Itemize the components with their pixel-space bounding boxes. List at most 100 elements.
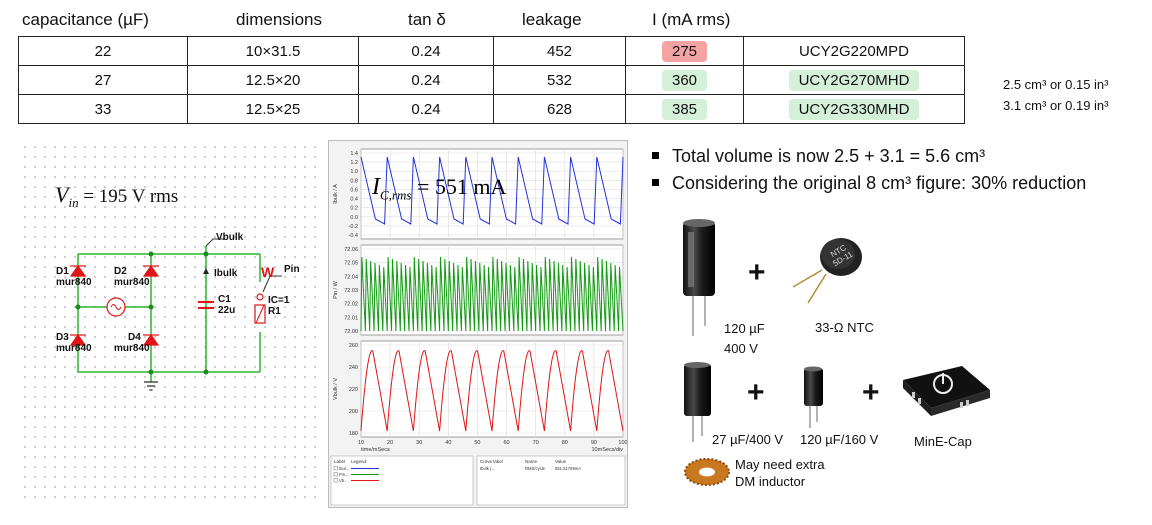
x-div-label: 10mSecs/div — [592, 447, 624, 453]
bullet-total-volume: Total volume is now 2.5 + 3.1 = 5.6 cm³ — [652, 146, 985, 167]
plus-icon: + — [747, 376, 765, 409]
ntc-thermistor-icon — [792, 238, 862, 304]
header-current: I (mA rms) — [652, 10, 731, 29]
header-dimensions: dimensions — [236, 10, 322, 29]
vin-value: = 195 V rms — [83, 186, 179, 207]
r1-label: R1 — [268, 306, 281, 317]
part-number: UCY2G330MHD — [788, 98, 920, 120]
icrms-annotation: IC,rms = 551 mA — [372, 174, 506, 203]
y-tick-label: 72.04 — [344, 274, 358, 280]
plus-icon: + — [862, 376, 880, 409]
cell-current: 360 — [625, 65, 744, 95]
capacitor-table: 22 10×31.5 0.24 452 275 UCY2G220MPD 27 1… — [18, 36, 965, 124]
cell-leakage: 532 — [493, 65, 626, 95]
cap-120uf-160v-label: 120 µF/160 V — [800, 432, 879, 447]
y-tick-label: 200 — [349, 409, 358, 415]
legend-header: Curve label — [480, 459, 503, 464]
waveform-plots: 1.4 1.2 1.0 0.8 0.6 0.4 0.2 0.0 -0.2 -0.4 Ibulk / … — [330, 148, 627, 506]
x-tick-label: 90 — [591, 440, 597, 446]
y-tick-label: 1.2 — [350, 160, 358, 166]
waveform-trace — [360, 350, 624, 432]
electrolytic-capacitor-icon — [684, 362, 711, 442]
measurement-value: Ibulk (... — [480, 466, 495, 471]
x-tick-label: 20 — [387, 440, 393, 446]
cell-current: 275 — [625, 36, 744, 66]
inductor-label: May need extra DM inductor — [735, 457, 825, 489]
legend-header: Value — [555, 459, 567, 464]
y-tick-label: 1.0 — [350, 169, 358, 175]
cell-tan: 0.24 — [358, 94, 494, 124]
legend-item: Vb... — [339, 478, 348, 483]
legend-checkbox — [333, 466, 338, 471]
measurement-value: RMS/cycle — [525, 466, 546, 471]
y-tick-label: 72.01 — [344, 315, 358, 321]
bullet-icon — [652, 151, 659, 159]
pin-label: Pin — [284, 264, 300, 275]
legend-header: Label — [334, 459, 345, 464]
y-tick-label: 0.6 — [350, 187, 358, 193]
d3-label: D3 mur840 — [56, 332, 92, 354]
waveform-trace — [360, 256, 624, 332]
measurement-panel — [476, 455, 626, 506]
table-row: 22 10×31.5 0.24 452 275 UCY2G220MPD — [18, 36, 965, 66]
toroid-inductor-icon — [684, 458, 730, 486]
header-leakage: leakage — [522, 10, 582, 29]
waveform-trace — [360, 156, 624, 225]
schematic-circuit — [69, 238, 282, 391]
y-tick-label: 72.02 — [344, 302, 358, 308]
electrolytic-capacitor-icon — [804, 366, 823, 428]
d2-label: D2 mur840 — [114, 266, 150, 288]
legend-checkbox — [333, 478, 338, 483]
mine-cap-label: MinE-Cap — [914, 434, 972, 449]
y-tick-label: 0.8 — [350, 178, 358, 184]
cell-part: UCY2G330MHD — [743, 94, 965, 124]
y-tick-label: 0.2 — [350, 206, 358, 212]
current-probe-icon — [203, 268, 209, 274]
current-highlight: 360 — [661, 69, 708, 91]
vin-symbol: V — [55, 182, 69, 207]
bullet-reduction: Considering the original 8 cm³ figure: 3… — [652, 173, 1086, 194]
plus-icon: + — [748, 256, 766, 289]
vbulk-label: Vbulk — [216, 232, 244, 243]
vin-annotation: Vin = 195 V rms — [55, 182, 178, 211]
ic-label: IC=1 — [268, 295, 290, 306]
y-axis-label: Ibulk / A — [333, 184, 339, 204]
cell-dimensions: 12.5×25 — [187, 94, 359, 124]
y-tick-label: 0.4 — [350, 197, 358, 203]
y-tick-label: 180 — [349, 431, 358, 437]
diode-icon — [69, 264, 160, 346]
y-tick-label: 72.00 — [344, 329, 358, 335]
legend-header: Name — [525, 459, 538, 464]
legend-checkbox — [333, 472, 338, 477]
ground-icon — [144, 381, 158, 391]
cap-27uf-label: 27 µF/400 V — [712, 432, 784, 447]
cell-dimensions: 12.5×20 — [187, 65, 359, 95]
x-tick-label: 70 — [533, 440, 539, 446]
y-tick-label: 220 — [349, 387, 358, 393]
x-axis-label: time/mSecs — [361, 447, 390, 453]
y-axis-label: Pin / W — [333, 280, 339, 299]
cell-leakage: 628 — [493, 94, 626, 124]
ibulk-label: Ibulk — [214, 268, 238, 279]
voltage-probe-icon — [205, 238, 225, 247]
d1-label: D1 mur840 — [56, 266, 92, 288]
simulation-plot-window: 1.4 1.2 1.0 0.8 0.6 0.4 0.2 0.0 -0.2 -0.4 Ibulk / … — [328, 140, 628, 508]
cell-tan: 0.24 — [358, 65, 494, 95]
x-tick-label: 50 — [474, 440, 480, 446]
bullet-icon — [652, 178, 659, 186]
x-tick-label: 10 — [358, 440, 364, 446]
cell-capacitance: 22 — [18, 36, 188, 66]
x-tick-label: 80 — [562, 440, 568, 446]
y-tick-label: 1.4 — [350, 151, 358, 157]
ntc-label: 33-Ω NTC — [815, 320, 874, 335]
electrolytic-capacitor-icon — [683, 219, 715, 336]
cell-current: 385 — [625, 94, 744, 124]
w-label: W — [261, 264, 275, 280]
table-row: 33 12.5×25 0.24 628 385 UCY2G330MHD — [18, 94, 965, 124]
y-tick-label: 72.03 — [344, 288, 358, 294]
x-tick-label: 60 — [503, 440, 509, 446]
x-tick-label: 40 — [445, 440, 451, 446]
schematic-panel: Vin = 195 V rms — [20, 142, 320, 505]
volume-27uf: 2.5 cm³ or 0.15 in³ — [1003, 77, 1109, 92]
y-tick-label: 72.05 — [344, 261, 358, 267]
